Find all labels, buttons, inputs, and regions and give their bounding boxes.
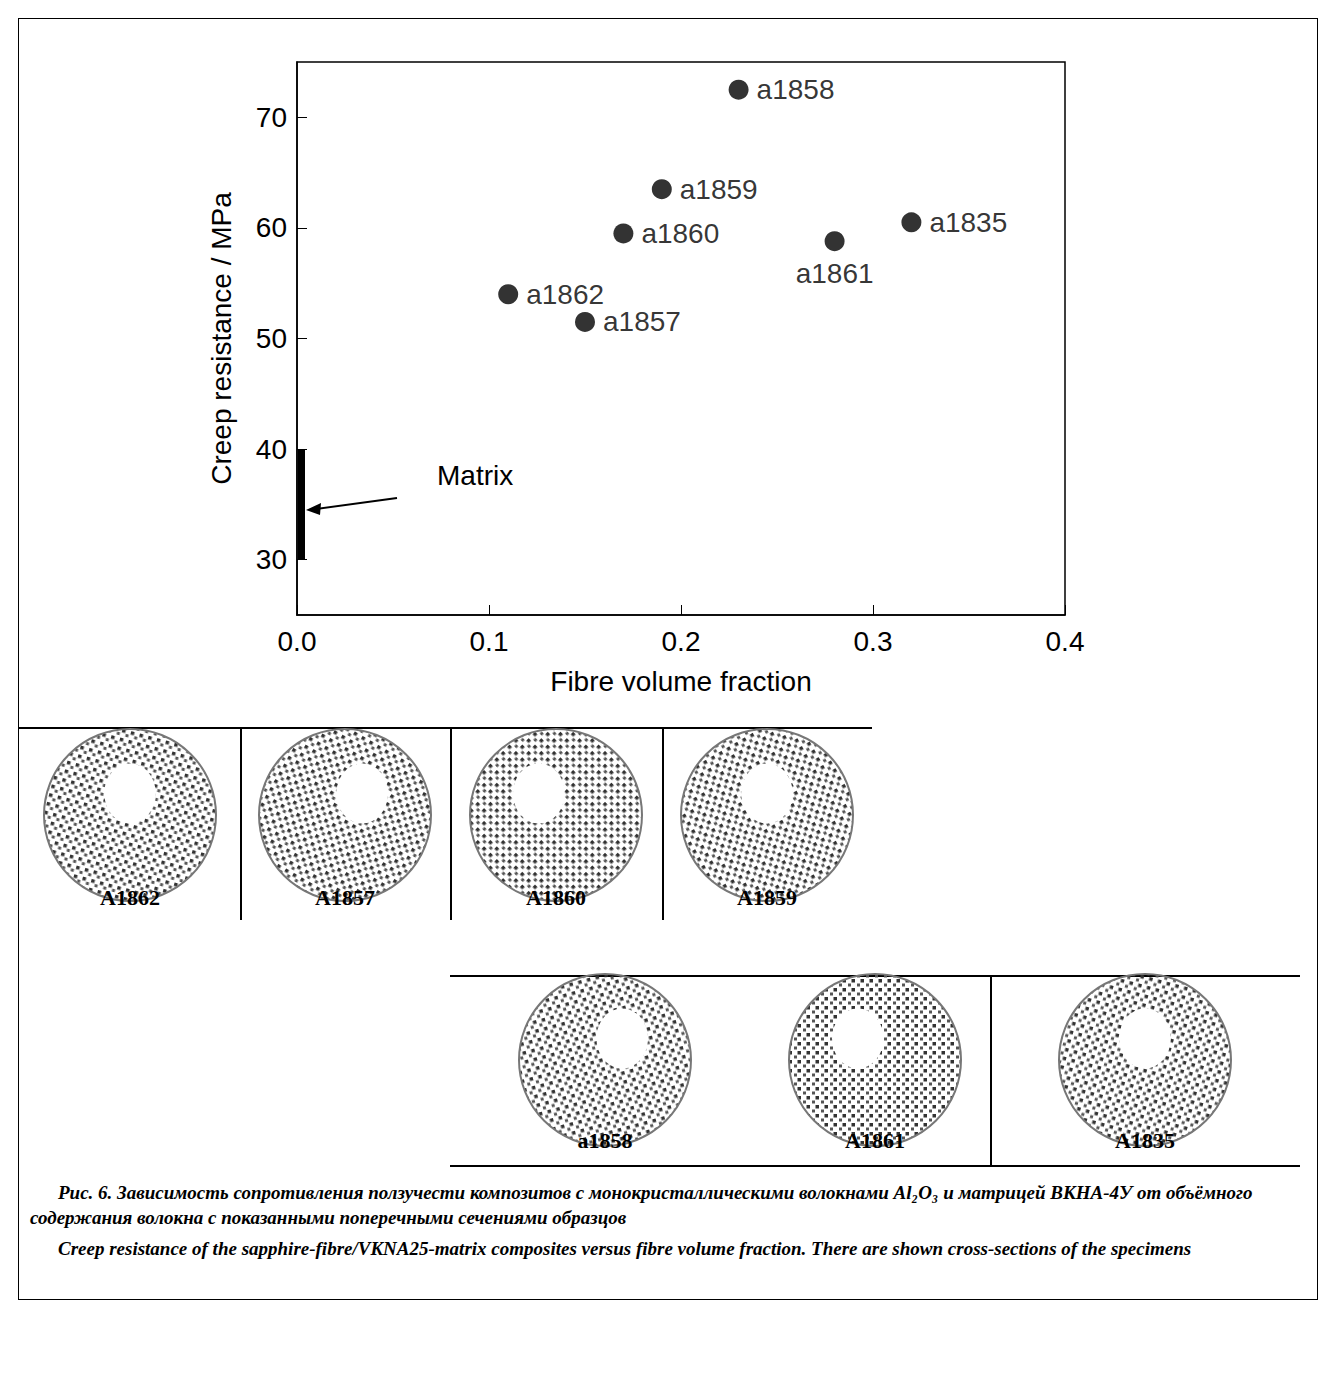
svg-text:70: 70 xyxy=(256,102,287,133)
svg-text:a1859: a1859 xyxy=(680,174,758,205)
svg-text:a1860: a1860 xyxy=(641,218,719,249)
svg-text:60: 60 xyxy=(256,212,287,243)
html-text:A1859: A1859 xyxy=(737,885,797,910)
svg-text:Fibre volume fraction: Fibre volume fraction xyxy=(550,666,811,697)
svg-text:0.2: 0.2 xyxy=(662,626,701,657)
svg-text:a1862: a1862 xyxy=(526,279,604,310)
svg-text:50: 50 xyxy=(256,323,287,354)
svg-text:0.3: 0.3 xyxy=(854,626,893,657)
svg-text:a1857: a1857 xyxy=(603,306,681,337)
html-text:A1860: A1860 xyxy=(526,885,586,910)
html-text:A1862: A1862 xyxy=(100,885,160,910)
svg-text:40: 40 xyxy=(256,434,287,465)
svg-text:Matrix: Matrix xyxy=(437,460,513,491)
svg-text:Creep resistance / MPa: Creep resistance / MPa xyxy=(206,192,237,485)
html-text:Creep resistance of the sapphi: Creep resistance of the sapphire-fibre/V… xyxy=(58,1238,1192,1259)
html-text:Рис. 6. Зависимость сопротивле: Рис. 6. Зависимость сопротивления ползуч… xyxy=(30,1182,1253,1228)
html-text:A1835: A1835 xyxy=(1115,1128,1175,1153)
svg-text:a1835: a1835 xyxy=(929,207,1007,238)
html-text:A1857: A1857 xyxy=(315,885,375,910)
html-text:a1858: a1858 xyxy=(577,1128,633,1153)
svg-text:0.1: 0.1 xyxy=(470,626,509,657)
svg-text:a1861: a1861 xyxy=(796,258,874,289)
svg-text:a1858: a1858 xyxy=(757,74,835,105)
svg-text:0.0: 0.0 xyxy=(278,626,317,657)
svg-text:30: 30 xyxy=(256,544,287,575)
svg-text:0.4: 0.4 xyxy=(1046,626,1085,657)
html-text:A1861: A1861 xyxy=(845,1128,905,1153)
